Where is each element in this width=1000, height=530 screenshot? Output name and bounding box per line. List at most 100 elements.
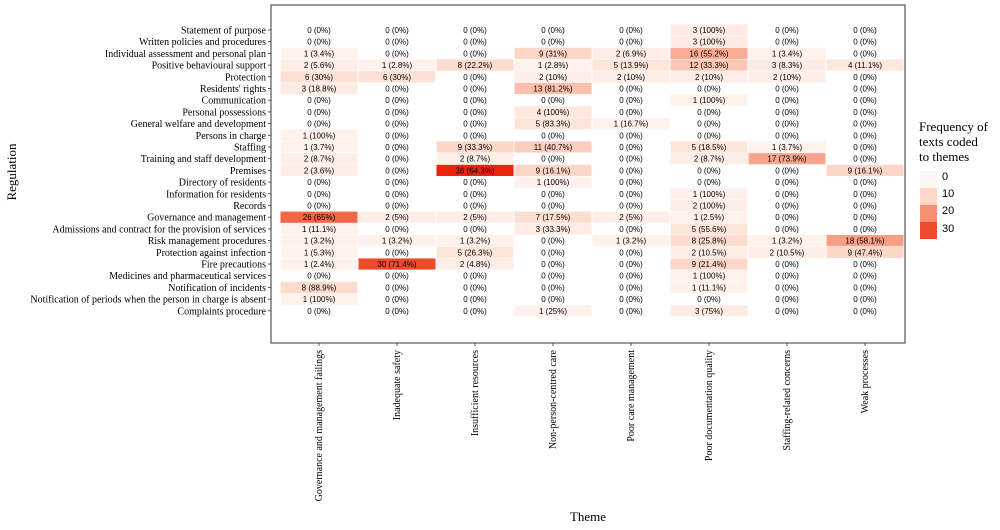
cell-label: 0 (0%) bbox=[307, 120, 331, 129]
cell-label: 3 (18.8%) bbox=[302, 85, 337, 94]
heatmap-cell bbox=[436, 164, 514, 176]
heatmap-cell bbox=[358, 258, 436, 270]
cell-label: 1 (5.3%) bbox=[304, 248, 335, 257]
cell-label: 0 (0%) bbox=[463, 190, 487, 199]
cell-label: 0 (0%) bbox=[853, 85, 877, 94]
heatmap-cell bbox=[670, 281, 748, 293]
row-label: Information for residents bbox=[166, 189, 266, 200]
cell-label: 11 (40.7%) bbox=[534, 143, 573, 152]
cell-label: 0 (0%) bbox=[463, 38, 487, 47]
cell-label: 0 (0%) bbox=[775, 260, 799, 269]
heatmap-cell bbox=[670, 94, 748, 106]
cell-label: 2 (10.5%) bbox=[692, 248, 727, 257]
heatmap-cell bbox=[280, 235, 358, 247]
heatmap-cell bbox=[436, 141, 514, 153]
cell-label: 2 (5%) bbox=[619, 213, 643, 222]
cell-label: 0 (0%) bbox=[619, 202, 643, 211]
heatmap-cell bbox=[280, 223, 358, 235]
row-label: Training and staff development bbox=[141, 154, 266, 165]
cell-label: 0 (0%) bbox=[619, 260, 643, 269]
cell-label: 1 (3.2%) bbox=[772, 237, 803, 246]
heatmap-cell bbox=[514, 211, 592, 223]
cell-label: 1 (3.2%) bbox=[382, 237, 413, 246]
cell-label: 2 (10.5%) bbox=[770, 248, 805, 257]
cell-label: 0 (0%) bbox=[385, 202, 409, 211]
heatmap-cell bbox=[670, 59, 748, 71]
heatmap-cell bbox=[514, 82, 592, 95]
cell-label: 2 (8.7%) bbox=[460, 155, 491, 164]
cell-label: 2 (5%) bbox=[463, 213, 487, 222]
heatmap-cell bbox=[280, 71, 358, 83]
row-label: Residents' rights bbox=[200, 84, 266, 95]
cell-label: 0 (0%) bbox=[619, 225, 643, 234]
cell-label: 2 (8.7%) bbox=[694, 155, 725, 164]
heatmap-cell bbox=[280, 153, 358, 165]
cell-label: 0 (0%) bbox=[385, 49, 409, 58]
column-label: Governance and management failings bbox=[314, 350, 325, 501]
cell-label: 0 (0%) bbox=[463, 120, 487, 129]
heatmap-cell bbox=[514, 59, 592, 71]
row-label: Positive behavioural support bbox=[152, 61, 267, 72]
cell-label: 0 (0%) bbox=[775, 26, 799, 35]
cell-label: 12 (33.3%) bbox=[689, 61, 728, 70]
cell-label: 13 (81.2%) bbox=[533, 85, 572, 94]
cell-label: 0 (0%) bbox=[385, 96, 409, 105]
heatmap-cell bbox=[748, 153, 826, 165]
cell-label: 0 (0%) bbox=[541, 96, 565, 105]
cell-label: 0 (0%) bbox=[385, 166, 409, 175]
cell-label: 0 (0%) bbox=[463, 178, 487, 187]
heatmap-cell bbox=[280, 82, 358, 95]
row-label: Individual assessment and personal plan bbox=[105, 49, 266, 60]
heatmap-cell bbox=[514, 118, 592, 130]
heatmap-cell bbox=[670, 258, 748, 270]
cell-label: 7 (17.5%) bbox=[536, 213, 571, 222]
cell-label: 3 (100%) bbox=[693, 26, 726, 35]
cell-label: 0 (0%) bbox=[541, 26, 565, 35]
cell-label: 0 (0%) bbox=[619, 190, 643, 199]
cell-label: 0 (0%) bbox=[385, 190, 409, 199]
row-label: Communication bbox=[202, 96, 266, 107]
cell-label: 3 (8.3%) bbox=[772, 61, 803, 70]
row-label: Premises bbox=[230, 166, 266, 177]
cell-label: 16 (55.2%) bbox=[689, 49, 728, 58]
cell-label: 0 (0%) bbox=[463, 272, 487, 281]
cell-label: 0 (0%) bbox=[697, 108, 721, 117]
cell-label: 2 (10%) bbox=[773, 73, 801, 82]
y-axis-ticks bbox=[268, 29, 271, 312]
cell-label: 0 (0%) bbox=[619, 178, 643, 187]
heatmap-cell bbox=[592, 235, 670, 247]
cell-label: 0 (0%) bbox=[853, 190, 877, 199]
cell-label: 0 (0%) bbox=[775, 213, 799, 222]
cell-label: 0 (0%) bbox=[853, 108, 877, 117]
cell-label: 0 (0%) bbox=[853, 143, 877, 152]
column-label: Weak processes bbox=[860, 350, 871, 413]
heatmap-cell bbox=[670, 36, 748, 48]
heatmap-cell bbox=[514, 164, 592, 176]
cell-label: 0 (0%) bbox=[853, 26, 877, 35]
column-labels: Governance and management failings Inadeq… bbox=[314, 349, 871, 501]
cell-label: 9 (21.4%) bbox=[692, 260, 727, 269]
cell-label: 0 (0%) bbox=[853, 225, 877, 234]
cell-label: 1 (11.1%) bbox=[302, 225, 336, 234]
row-label: Medicines and pharmaceutical services bbox=[109, 271, 266, 282]
cell-label: 0 (0%) bbox=[307, 38, 331, 47]
cell-label: 0 (0%) bbox=[541, 283, 565, 292]
cell-label: 0 (0%) bbox=[853, 260, 877, 269]
heatmap-cell bbox=[436, 246, 514, 258]
cell-label: 0 (0%) bbox=[775, 283, 799, 292]
cell-label: 0 (0%) bbox=[619, 248, 643, 257]
cell-label: 0 (0%) bbox=[775, 225, 799, 234]
heatmap-cell bbox=[514, 305, 592, 317]
cell-label: 0 (0%) bbox=[385, 26, 409, 35]
cell-label: 0 (0%) bbox=[385, 225, 409, 234]
heatmap-cell bbox=[592, 118, 670, 130]
cell-label: 2 (8.7%) bbox=[304, 155, 335, 164]
cell-label: 1 (3.7%) bbox=[304, 143, 335, 152]
cell-label: 3 (75%) bbox=[695, 307, 723, 316]
cell-label: 0 (0%) bbox=[385, 38, 409, 47]
cell-label: 1 (3.7%) bbox=[772, 143, 803, 152]
heatmap-cell bbox=[670, 47, 748, 59]
legend-swatch-30 bbox=[920, 222, 937, 239]
cell-label: 17 (73.9%) bbox=[767, 155, 806, 164]
cell-label: 0 (0%) bbox=[385, 248, 409, 257]
